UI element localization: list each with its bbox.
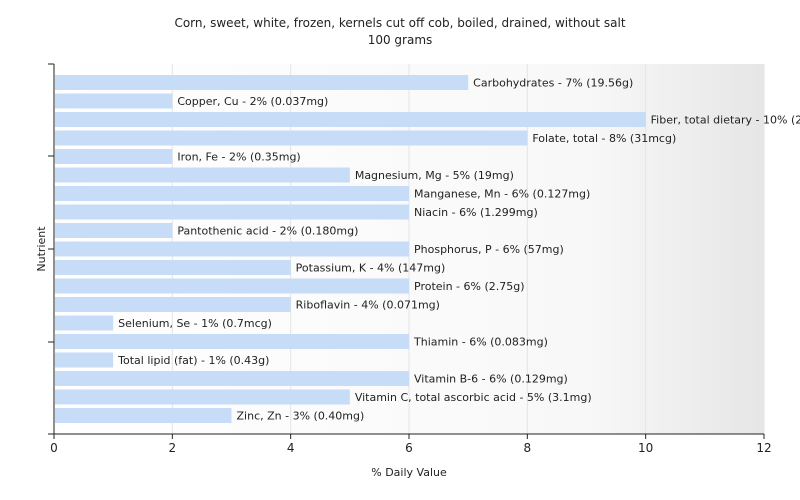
bar bbox=[55, 241, 409, 257]
bar bbox=[55, 315, 114, 331]
bar-label: Copper, Cu - 2% (0.037mg) bbox=[177, 95, 328, 108]
bar-label: Iron, Fe - 2% (0.35mg) bbox=[177, 151, 300, 164]
chart-title: Corn, sweet, white, frozen, kernels cut … bbox=[0, 15, 800, 49]
bar-label: Phosphorus, P - 6% (57mg) bbox=[414, 243, 564, 256]
chart-subtitle: 100 grams bbox=[367, 33, 433, 47]
bar bbox=[55, 408, 232, 423]
bar bbox=[55, 352, 114, 368]
bar-label: Riboflavin - 4% (0.071mg) bbox=[296, 299, 440, 312]
bar-label: Niacin - 6% (1.299mg) bbox=[414, 206, 538, 219]
bars: Carbohydrates - 7% (19.56g) Copper, Cu - … bbox=[55, 75, 800, 423]
bar bbox=[55, 204, 409, 220]
bar-label: Potassium, K - 4% (147mg) bbox=[296, 262, 446, 275]
bar-label: Selenium, Se - 1% (0.7mcg) bbox=[118, 317, 272, 330]
x-tick-label: 6 bbox=[405, 441, 413, 455]
bar-label: Thiamin - 6% (0.083mg) bbox=[413, 336, 548, 349]
bar-label: Manganese, Mn - 6% (0.127mg) bbox=[414, 188, 590, 201]
bar-label: Pantothenic acid - 2% (0.180mg) bbox=[177, 225, 358, 238]
bar bbox=[55, 75, 469, 90]
x-tick-label: 12 bbox=[756, 441, 771, 455]
bar bbox=[55, 260, 291, 275]
bar-label: Vitamin C, total ascorbic acid - 5% (3.1… bbox=[355, 391, 592, 404]
x-tick-label: 10 bbox=[638, 441, 653, 455]
bar-label: Carbohydrates - 7% (19.56g) bbox=[473, 77, 633, 90]
bar bbox=[55, 93, 173, 109]
y-axis-label: Nutrient bbox=[35, 226, 48, 272]
bar bbox=[55, 334, 409, 349]
bar bbox=[55, 223, 173, 238]
bar bbox=[55, 112, 646, 127]
bar-label: Vitamin B-6 - 6% (0.129mg) bbox=[414, 373, 568, 386]
x-tick-label: 4 bbox=[287, 441, 295, 455]
bar bbox=[55, 278, 409, 294]
bar bbox=[55, 130, 528, 146]
x-tick-label: 0 bbox=[50, 441, 58, 455]
bar bbox=[55, 167, 350, 183]
bar-label: Total lipid (fat) - 1% (0.43g) bbox=[117, 354, 269, 367]
x-tick-label: 2 bbox=[169, 441, 177, 455]
axes: 0 2 4 6 8 10 12 bbox=[48, 63, 772, 455]
bar-label: Protein - 6% (2.75g) bbox=[414, 280, 525, 293]
bar-label: Folate, total - 8% (31mcg) bbox=[532, 132, 676, 145]
bar-label: Zinc, Zn - 3% (0.40mg) bbox=[237, 410, 365, 423]
bar bbox=[55, 297, 291, 312]
bar-label: Fiber, total dietary - 10% (2.4g) bbox=[651, 114, 800, 127]
bar bbox=[55, 149, 173, 164]
bar bbox=[55, 371, 409, 386]
chart-title-text: Corn, sweet, white, frozen, kernels cut … bbox=[174, 16, 626, 30]
bar bbox=[55, 186, 409, 201]
bar bbox=[55, 389, 350, 405]
x-axis-label: % Daily Value bbox=[371, 466, 447, 479]
x-tick-label: 8 bbox=[524, 441, 532, 455]
bar-label: Magnesium, Mg - 5% (19mg) bbox=[355, 169, 514, 182]
